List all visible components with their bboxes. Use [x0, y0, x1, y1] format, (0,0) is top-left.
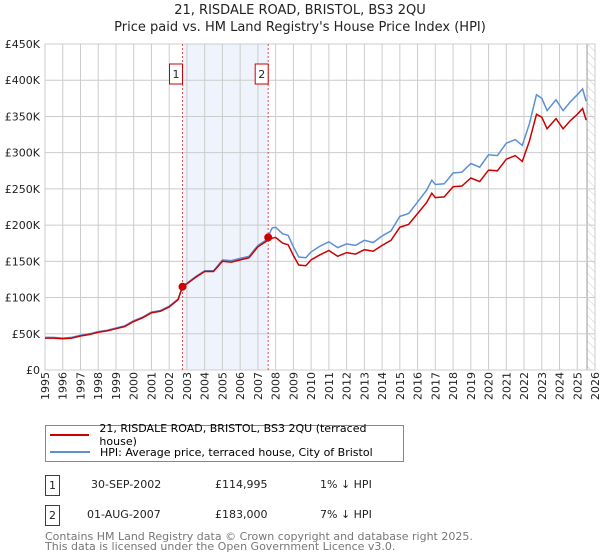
transaction-date: 01-AUG-2007: [87, 508, 161, 521]
legend: 21, RISDALE ROAD, BRISTOL, BS3 2QU (terr…: [45, 422, 404, 462]
y-tick-label: £450K: [5, 38, 41, 51]
y-tick-label: £50K: [12, 328, 41, 341]
transaction-price: £183,000: [215, 508, 268, 521]
x-tick-label: 2020: [483, 372, 496, 400]
sale-label: 2: [258, 68, 265, 81]
y-tick-label: £150K: [5, 255, 41, 268]
forecast-hatch: [587, 44, 595, 370]
x-tick-label: 2017: [429, 372, 442, 400]
x-tick-label: 2001: [145, 372, 158, 400]
transaction-hpi-delta: 7% ↓ HPI: [320, 508, 372, 521]
x-tick-label: 2015: [394, 372, 407, 400]
y-tick-label: £400K: [5, 74, 41, 87]
x-tick-label: 1997: [74, 372, 87, 400]
chart-subtitle: Price paid vs. HM Land Registry's House …: [114, 20, 486, 35]
sale-label: 1: [173, 68, 180, 81]
x-tick-label: 2010: [305, 372, 318, 400]
legend-item-hpi: HPI: Average price, terraced house, City…: [50, 444, 373, 460]
x-tick-label: 1996: [57, 372, 70, 400]
x-tick-label: 2026: [589, 372, 600, 400]
x-tick-label: 2022: [518, 372, 531, 400]
sale-point: [264, 233, 273, 242]
x-tick-label: 2008: [270, 372, 283, 400]
x-tick-label: 2000: [128, 372, 141, 400]
x-tick-label: 2002: [163, 372, 176, 400]
sale-point: [178, 282, 187, 291]
transaction-hpi-delta: 1% ↓ HPI: [320, 478, 372, 491]
x-tick-label: 2009: [287, 372, 300, 400]
x-tick-label: 1999: [110, 372, 123, 400]
footer-licence: This data is licensed under the Open Gov…: [45, 540, 396, 553]
transaction-badge: 2: [45, 505, 60, 526]
x-tick-label: 2019: [465, 372, 478, 400]
x-tick-label: 2012: [341, 372, 354, 400]
y-tick-label: £350K: [5, 110, 41, 123]
x-tick-label: 2014: [376, 372, 389, 400]
hpi-line: [45, 87, 587, 339]
x-tick-label: 1998: [92, 372, 105, 400]
x-tick-label: 2003: [181, 372, 194, 400]
y-tick-label: £200K: [5, 219, 41, 232]
x-tick-label: 2021: [500, 372, 513, 400]
x-tick-label: 2024: [554, 372, 567, 400]
legend-item-property: 21, RISDALE ROAD, BRISTOL, BS3 2QU (terr…: [50, 422, 403, 448]
transaction-badge: 1: [45, 475, 60, 496]
footer-copyright: Contains HM Land Registry data © Crown c…: [45, 530, 473, 543]
x-tick-label: 2005: [216, 372, 229, 400]
legend-swatch-red: [50, 434, 90, 436]
transaction-price: £114,995: [215, 478, 268, 491]
y-tick-label: £300K: [5, 147, 41, 160]
y-tick-label: £250K: [5, 183, 41, 196]
x-tick-label: 1995: [39, 372, 52, 400]
x-tick-label: 2018: [447, 372, 460, 400]
plot-border: [44, 43, 596, 371]
sale-label-box: [254, 63, 269, 85]
sale-period-band: [182, 44, 269, 370]
legend-label: HPI: Average price, terraced house, City…: [100, 445, 373, 459]
chart-title: 21, RISDALE ROAD, BRISTOL, BS3 2QU: [174, 3, 426, 18]
x-tick-label: 2023: [536, 372, 549, 400]
x-tick-label: 2004: [199, 372, 212, 400]
x-tick-label: 2011: [323, 372, 336, 400]
x-tick-label: 2007: [252, 372, 265, 400]
transaction-date: 30-SEP-2002: [91, 478, 162, 491]
x-tick-label: 2013: [358, 372, 371, 400]
y-tick-label: £100K: [5, 292, 41, 305]
y-tick-label: £0: [26, 364, 40, 377]
x-tick-label: 2025: [571, 372, 584, 400]
sale-label-box: [169, 63, 183, 85]
price-chart: 1 2 1995 1996 1997 1998 1999 2000 2001 2002 2003 20…: [5, 38, 600, 400]
legend-label: 21, RISDALE ROAD, BRISTOL, BS3 2QU (terr…: [99, 422, 367, 448]
x-tick-label: 2016: [412, 372, 425, 400]
x-tick-label: 2006: [234, 372, 247, 400]
legend-swatch-blue: [50, 451, 90, 453]
property-price-line: [45, 107, 587, 340]
